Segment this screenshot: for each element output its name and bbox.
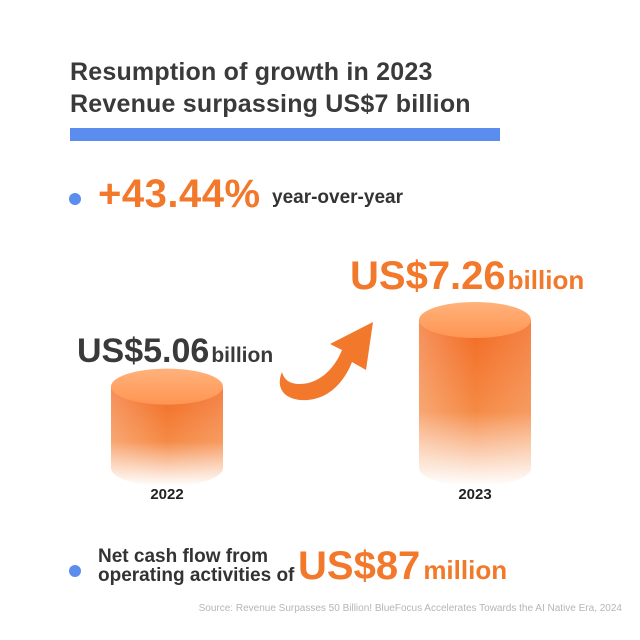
- bullet-dot-icon: [69, 193, 81, 205]
- bullet-dot-icon: [69, 565, 81, 577]
- bar-shade-2023: [419, 320, 531, 486]
- cash-flow-label-line-2: operating activities of: [98, 565, 295, 586]
- data-label-2023-unit: billion: [507, 265, 585, 295]
- bar-2023: [419, 302, 531, 486]
- title-underline-bar: [70, 128, 500, 141]
- cash-flow-label-line-1: Net cash flow from: [98, 546, 268, 567]
- source-note: Source: Revenue Surpasses 50 Billion! Bl…: [198, 603, 622, 614]
- bar-body-2023: [419, 320, 531, 486]
- data-label-2022: US$5.06billion: [77, 332, 273, 371]
- bar-top-2022: [111, 368, 223, 405]
- cash-flow-value: US$87 million: [298, 544, 507, 589]
- growth-arrow-icon: [279, 322, 373, 401]
- category-label-2023: 2023: [458, 486, 492, 503]
- cash-flow-amount: US$87: [298, 544, 421, 588]
- cash-flow-unit: million: [423, 555, 508, 585]
- data-label-2022-unit: billion: [211, 344, 274, 367]
- category-label-2022: 2022: [150, 486, 184, 503]
- bar-body-2022: [111, 386, 223, 486]
- title-line-1: Resumption of growth in 2023: [70, 58, 433, 86]
- cash-flow-label: Net cash flow from operating activities …: [98, 547, 294, 585]
- title-line-2: Revenue surpassing US$7 billion: [70, 90, 471, 118]
- bar-shade-2022: [111, 386, 223, 486]
- bar-2022: [111, 368, 223, 486]
- data-label-2023-value: US$7.26: [350, 254, 506, 298]
- data-label-2022-value: US$5.06: [77, 332, 210, 370]
- data-label-2023: US$7.26billion: [350, 254, 584, 299]
- growth-percentage: +43.44%: [98, 172, 261, 216]
- growth-suffix: year-over-year: [272, 187, 403, 208]
- bar-top-2023: [419, 302, 531, 338]
